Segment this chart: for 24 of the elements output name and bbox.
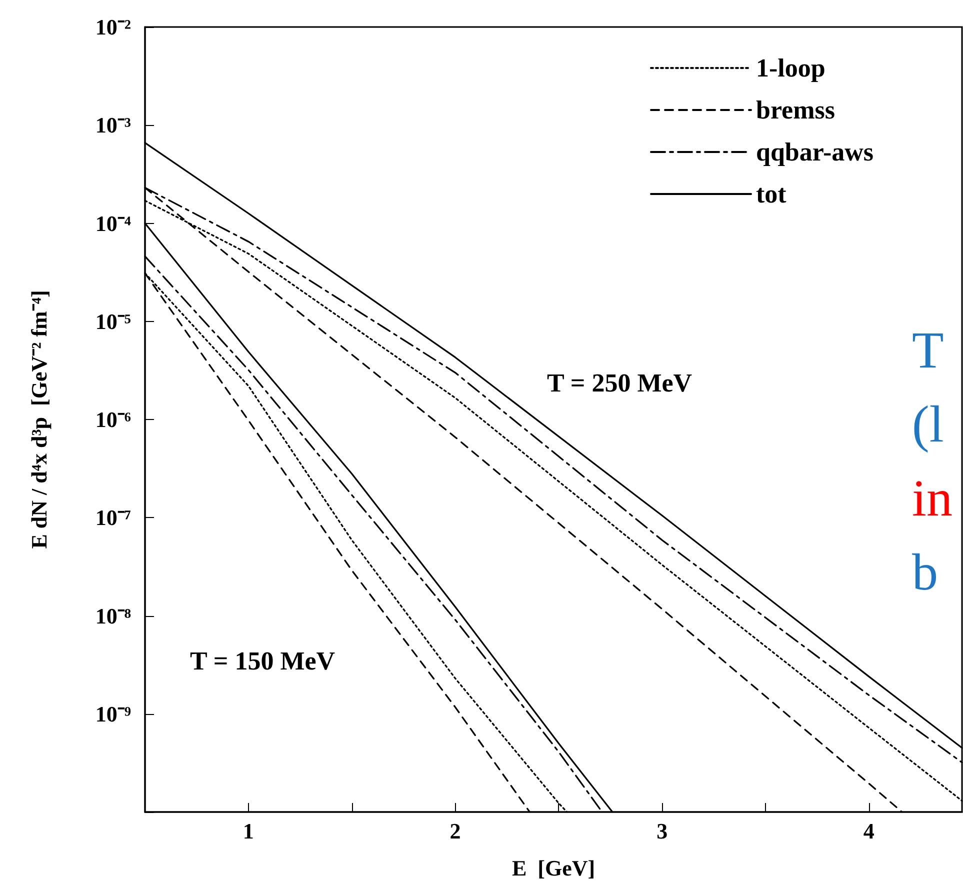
y-tick-label: 10⁻⁹ (95, 701, 132, 726)
annotation: (l (912, 396, 944, 454)
y-tick-label: 10⁻⁴ (95, 210, 132, 236)
x-axis-title: E [GeV] (512, 856, 596, 880)
x-tick-label: 2 (450, 818, 461, 844)
y-axis-title: E dN / d⁴x d³p [GeV⁻² fm⁻⁴] (26, 290, 52, 549)
x-tick-label: 3 (656, 818, 668, 844)
y-tick-label: 10⁻⁶ (95, 407, 132, 432)
annotation: T (912, 322, 944, 380)
legend-label: tot (756, 180, 787, 208)
annotation: T = 150 MeV (190, 646, 336, 676)
annotation: b (912, 544, 938, 602)
y-tick-label: 10⁻³ (95, 112, 132, 138)
y-tick-label: 10⁻² (95, 14, 132, 40)
annotation: in (912, 470, 952, 528)
y-tick-label: 10⁻⁷ (95, 505, 132, 530)
y-tick-label: 10⁻⁵ (95, 308, 132, 334)
annotation: T = 250 MeV (547, 368, 692, 398)
x-tick-label: 4 (863, 818, 874, 844)
y-tick-label: 10⁻⁸ (95, 603, 132, 628)
legend-label: 1-loop (756, 54, 826, 82)
legend-label: qqbar-aws (756, 138, 874, 166)
legend-label: bremss (756, 96, 835, 124)
x-tick-label: 1 (242, 818, 254, 844)
